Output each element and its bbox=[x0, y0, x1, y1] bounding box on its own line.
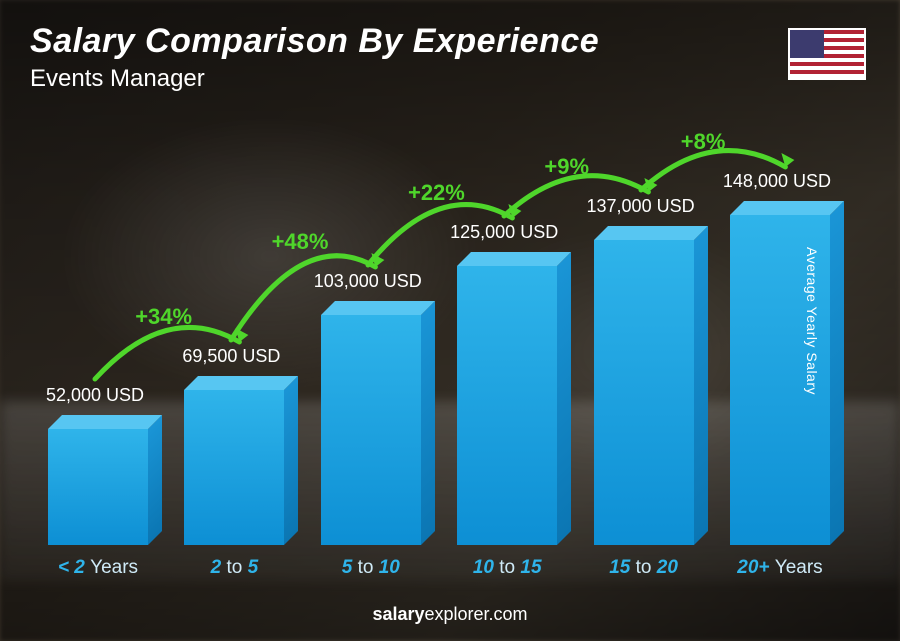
bar-slot bbox=[447, 266, 567, 545]
bar-value-label: 148,000 USD bbox=[697, 171, 857, 192]
footer-brand: salaryexplorer.com bbox=[0, 604, 900, 625]
chart-stage: Salary Comparison By Experience Events M… bbox=[0, 0, 900, 641]
bar-chart: 52,000 USD69,500 USD103,000 USD125,000 U… bbox=[38, 120, 840, 545]
bar-value-label: 69,500 USD bbox=[151, 346, 311, 367]
bar-slot bbox=[174, 390, 294, 545]
bar-top bbox=[48, 415, 162, 429]
bar-front bbox=[184, 390, 284, 545]
bar-front bbox=[48, 429, 148, 545]
bar-slot bbox=[311, 315, 431, 545]
bar bbox=[594, 240, 694, 545]
title-block: Salary Comparison By Experience Events M… bbox=[30, 22, 599, 93]
footer-brand-rest: explorer.com bbox=[425, 604, 528, 624]
y-axis-label: Average Yearly Salary bbox=[804, 247, 820, 395]
bar-front bbox=[594, 240, 694, 545]
bar-value-label: 137,000 USD bbox=[561, 196, 721, 217]
chart-title: Salary Comparison By Experience bbox=[30, 22, 599, 61]
bar-slot bbox=[584, 240, 704, 545]
x-axis-label: 10 to 15 bbox=[447, 557, 567, 579]
bar bbox=[184, 390, 284, 545]
bar-front bbox=[321, 315, 421, 545]
bar-side bbox=[148, 415, 162, 545]
x-axis: < 2 Years 2 to 5 5 to 10 10 to 15 15 to 20 20… bbox=[38, 557, 840, 579]
bar-value-label: 103,000 USD bbox=[288, 271, 448, 292]
bar-top bbox=[457, 252, 571, 266]
bar bbox=[321, 315, 421, 545]
bar-side bbox=[694, 226, 708, 545]
chart-subtitle: Events Manager bbox=[30, 65, 599, 93]
bar-side bbox=[421, 301, 435, 545]
x-axis-label: < 2 Years bbox=[38, 557, 158, 579]
x-axis-label: 20+ Years bbox=[720, 557, 840, 579]
bar-slot bbox=[720, 215, 840, 545]
bar-slot bbox=[38, 429, 158, 545]
bar bbox=[457, 266, 557, 545]
bar-side bbox=[284, 376, 298, 545]
us-flag-icon bbox=[788, 28, 866, 80]
bar-front bbox=[457, 266, 557, 545]
bar-top bbox=[594, 226, 708, 240]
bar-value-label: 52,000 USD bbox=[15, 385, 175, 406]
bar-side bbox=[557, 252, 571, 545]
bar-value-label: 125,000 USD bbox=[424, 222, 584, 243]
x-axis-label: 5 to 10 bbox=[311, 557, 431, 579]
bar-top bbox=[730, 201, 844, 215]
footer-brand-bold: salary bbox=[372, 604, 424, 624]
bar-side bbox=[830, 201, 844, 545]
x-axis-label: 2 to 5 bbox=[174, 557, 294, 579]
bar-top bbox=[321, 301, 435, 315]
x-axis-label: 15 to 20 bbox=[584, 557, 704, 579]
bar bbox=[48, 429, 148, 545]
bar-top bbox=[184, 376, 298, 390]
